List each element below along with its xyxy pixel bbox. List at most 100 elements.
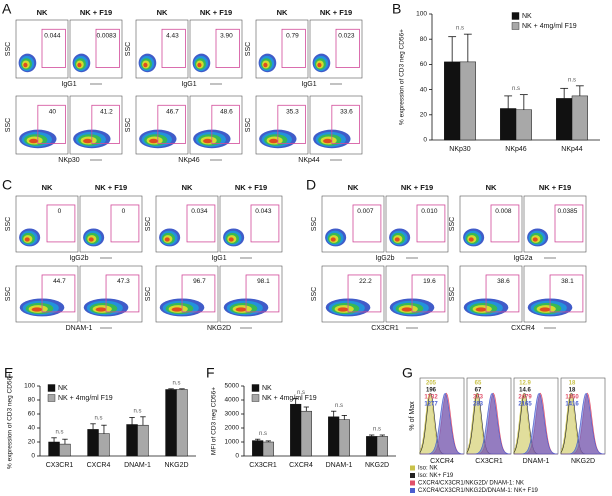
column-header: NK + F19 bbox=[95, 183, 127, 192]
density-cloud bbox=[228, 237, 234, 242]
density-cloud bbox=[532, 237, 538, 242]
y-axis-label: SSC bbox=[5, 217, 12, 231]
x-axis-label: CXCR4 bbox=[511, 325, 535, 332]
mfi-value: 67 bbox=[475, 388, 482, 394]
legend-label: NK + 4mg/ml F19 bbox=[262, 395, 317, 402]
density-cloud bbox=[23, 62, 28, 68]
annotation: n.s bbox=[55, 429, 63, 435]
bar bbox=[252, 440, 264, 457]
gate bbox=[335, 28, 360, 68]
panel-letter: C bbox=[2, 177, 12, 193]
legend-label: NK + 4mg/ml F19 bbox=[522, 23, 577, 30]
mfi-value: 18 bbox=[569, 388, 576, 394]
legend-label: NK bbox=[58, 385, 68, 392]
y-tick-label: 5000 bbox=[225, 383, 240, 390]
x-axis-label: CXCR4 bbox=[430, 458, 454, 465]
y-tick-label: 80 bbox=[28, 397, 36, 404]
gate bbox=[277, 104, 306, 144]
density-cloud bbox=[164, 237, 170, 242]
column-header: NK + F19 bbox=[200, 8, 232, 17]
gate-value: 3.90 bbox=[220, 32, 233, 39]
x-tick-label: NKG2D bbox=[365, 462, 389, 469]
legend-swatch bbox=[47, 394, 56, 402]
bar bbox=[515, 109, 532, 141]
legend-label: NK bbox=[262, 385, 272, 392]
density-cloud bbox=[539, 307, 551, 312]
density-cloud bbox=[143, 62, 148, 68]
column-header: NK bbox=[42, 183, 53, 192]
bar bbox=[444, 61, 461, 141]
legend-label: NK + 4mg/ml F19 bbox=[58, 395, 113, 402]
column-header: NK + F19 bbox=[401, 183, 433, 192]
gate bbox=[416, 204, 446, 243]
bar bbox=[338, 419, 350, 457]
y-tick-label: 60 bbox=[28, 411, 36, 418]
x-axis-label: IgG2b bbox=[69, 255, 88, 262]
gate bbox=[105, 274, 140, 313]
gate bbox=[37, 104, 66, 144]
legend-label: Iso: NK+ F19 bbox=[418, 473, 454, 479]
x-axis-label: IgG1 bbox=[61, 81, 76, 88]
gate-value: 19.6 bbox=[423, 278, 436, 285]
density-cloud bbox=[95, 307, 107, 312]
density-cloud bbox=[77, 62, 82, 68]
gate bbox=[281, 28, 306, 68]
column-header: NK bbox=[182, 183, 193, 192]
density-cloud bbox=[330, 237, 336, 242]
mfi-value: 1277 bbox=[424, 402, 438, 408]
x-tick-label: CX3CR1 bbox=[46, 462, 74, 469]
column-header: NK + F19 bbox=[80, 8, 112, 17]
bar bbox=[262, 441, 274, 457]
y-tick-label: 100 bbox=[416, 11, 427, 18]
gate-value: 46.7 bbox=[166, 108, 179, 115]
y-tick-label: 80 bbox=[420, 36, 428, 43]
x-tick-label: CXCR4 bbox=[289, 462, 313, 469]
column-header: NK + F19 bbox=[539, 183, 571, 192]
density-cloud bbox=[394, 237, 400, 242]
bar bbox=[571, 95, 588, 141]
gate-value: 0.008 bbox=[495, 208, 512, 215]
bar bbox=[165, 389, 177, 457]
annotation: n.s bbox=[456, 26, 464, 32]
gate bbox=[181, 274, 216, 313]
mfi-value: 1732 bbox=[424, 395, 438, 401]
gate-value: 48.6 bbox=[220, 108, 233, 115]
gate bbox=[490, 204, 520, 243]
y-axis-label: SSC bbox=[145, 217, 152, 231]
legend-swatch bbox=[410, 480, 415, 486]
gate-value: 35.3 bbox=[286, 108, 299, 115]
density-cloud bbox=[235, 307, 247, 312]
x-tick-label: NKp44 bbox=[561, 146, 583, 153]
gate bbox=[91, 104, 120, 144]
density-cloud bbox=[29, 138, 39, 144]
gate-value: 41.2 bbox=[100, 108, 113, 115]
y-tick-label: 3000 bbox=[225, 411, 240, 418]
panel-letter: F bbox=[206, 365, 215, 381]
annotation: n.s bbox=[512, 86, 520, 92]
x-axis-label: IgG2b bbox=[375, 255, 394, 262]
x-axis-label: CX3CR1 bbox=[475, 458, 503, 465]
column-header: NK bbox=[348, 183, 359, 192]
density-cloud bbox=[24, 237, 30, 242]
x-axis-label: IgG1 bbox=[301, 81, 316, 88]
gate bbox=[485, 274, 520, 313]
x-axis-label: NKG2D bbox=[571, 458, 595, 465]
x-axis-label: IgG1 bbox=[181, 81, 196, 88]
bar bbox=[59, 443, 71, 457]
x-tick-label: NKp46 bbox=[505, 146, 527, 153]
legend-swatch bbox=[511, 12, 520, 20]
panel-letter: D bbox=[306, 177, 316, 193]
density-cloud bbox=[468, 237, 474, 242]
gate-value: 0.0083 bbox=[96, 32, 116, 39]
legend-swatch bbox=[511, 22, 520, 30]
legend-swatch bbox=[47, 384, 56, 392]
gate-value: 38.6 bbox=[497, 278, 510, 285]
density-cloud bbox=[317, 62, 322, 68]
annotation: n.s bbox=[94, 415, 102, 421]
x-tick-label: DNAM-1 bbox=[124, 462, 151, 469]
bar bbox=[376, 436, 388, 457]
column-header: NK bbox=[486, 183, 497, 192]
density-cloud bbox=[83, 138, 93, 144]
density-cloud bbox=[171, 307, 183, 312]
